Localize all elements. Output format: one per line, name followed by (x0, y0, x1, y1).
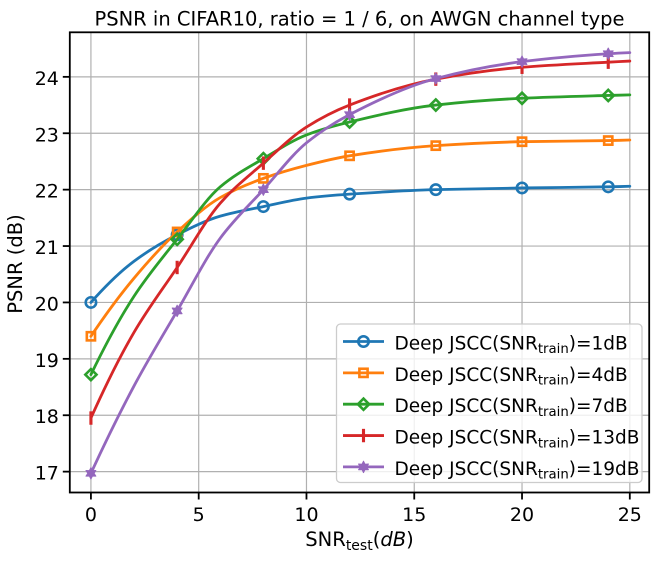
series-Deep JSCC(SNR_train)=19dB (85, 47, 632, 480)
marker-diamond (356, 396, 371, 412)
marker-diamond (342, 114, 358, 130)
marker-circle (429, 183, 443, 197)
xtick-label: 15 (402, 504, 426, 526)
legend-box (335, 323, 643, 484)
axes-spines (68, 31, 651, 494)
series-Deep JSCC(SNR_train)=1dB (84, 180, 632, 309)
marker-circle (515, 181, 529, 195)
marker-diamond (83, 367, 99, 383)
series-Deep JSCC(SNR_train)=7dB (83, 88, 632, 383)
legend: Deep JSCC(SNRtrain)=1dB Deep JSCC(SNRtrai… (335, 323, 643, 484)
x-axis-label: SNRtest(dB) (305, 528, 413, 554)
chart-title: PSNR in CIFAR10, ratio = 1 / 6, on AWGN … (94, 7, 624, 30)
series-line (89, 138, 632, 338)
marker-square (344, 150, 355, 162)
xtick-label: 25 (618, 504, 642, 526)
legend-label: Deep JSCC(SNRtrain)=19dB (395, 459, 640, 483)
series-line (89, 51, 632, 475)
ytick-label: 17 (35, 463, 59, 485)
marker-circle (601, 180, 615, 194)
ytick-label: 24 (35, 68, 59, 90)
series-line (89, 59, 632, 420)
marker-star (257, 183, 269, 196)
marker-square (430, 140, 442, 152)
marker-circle (256, 200, 270, 214)
marker-square (257, 172, 269, 184)
marker-star (85, 467, 97, 480)
xtick-label: 5 (193, 504, 205, 526)
xtick-label: 10 (294, 504, 318, 526)
legend-entry-Deep JSCC(SNR_train)=13dB: Deep JSCC(SNRtrain)=13dB (343, 428, 640, 452)
marker-square (358, 367, 369, 379)
marker-circle (343, 187, 357, 201)
marker-circle (356, 334, 370, 348)
ytick-label: 22 (35, 181, 59, 203)
ytick-label: 19 (35, 350, 59, 372)
y-axis-label: PSNR (dB) (4, 214, 27, 313)
marker-star (430, 72, 442, 85)
xtick-label: 0 (85, 504, 97, 526)
ticks: 0 5 10 15 20 25 17 18 19 20 21 22 23 24 (35, 68, 642, 526)
marker-diamond (600, 88, 616, 103)
legend-entry-Deep JSCC(SNR_train)=19dB: Deep JSCC(SNRtrain)=19dB (343, 459, 639, 483)
marker-diamond (428, 97, 444, 113)
ytick-label: 18 (35, 406, 59, 428)
series-line (89, 93, 632, 377)
marker-star (344, 108, 356, 121)
legend-label: Deep JSCC(SNRtrain)=1dB (395, 334, 628, 358)
legend-entry-Deep JSCC(SNR_train)=1dB: Deep JSCC(SNRtrain)=1dB (343, 334, 628, 358)
marker-star (516, 55, 528, 68)
legend-entry-Deep JSCC(SNR_train)=7dB: Deep JSCC(SNRtrain)=7dB (343, 396, 628, 420)
ytick-label: 20 (35, 293, 59, 315)
marker-square (516, 136, 528, 148)
marker-diamond (169, 231, 185, 247)
marker-square (602, 135, 614, 146)
marker-circle (84, 295, 98, 309)
series-Deep JSCC(SNR_train)=4dB (85, 135, 632, 342)
marker-star (171, 304, 183, 318)
legend-entry-Deep JSCC(SNR_train)=4dB: Deep JSCC(SNRtrain)=4dB (343, 365, 628, 389)
xtick-label: 20 (510, 504, 534, 526)
marker-star (602, 47, 614, 60)
legend-label: Deep JSCC(SNRtrain)=13dB (395, 428, 640, 452)
marker-star (358, 460, 369, 474)
ytick-label: 21 (35, 237, 59, 259)
ytick-label: 23 (35, 124, 59, 146)
legend-label: Deep JSCC(SNRtrain)=7dB (395, 396, 628, 420)
legend-label: Deep JSCC(SNRtrain)=4dB (395, 365, 628, 389)
marker-diamond (514, 90, 530, 106)
marker-square (85, 330, 97, 342)
gridlines (69, 32, 650, 493)
